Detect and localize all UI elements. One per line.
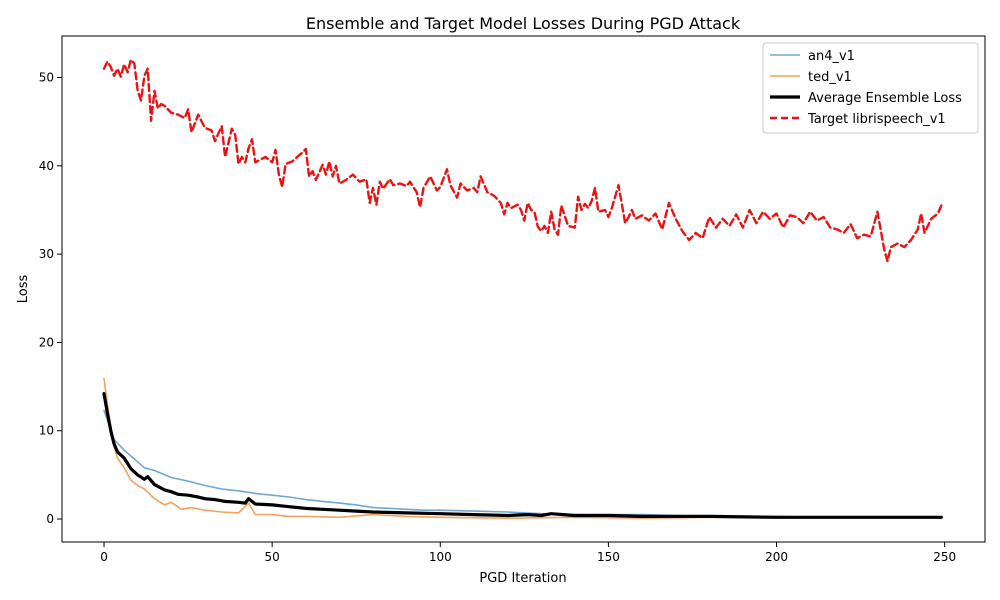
series-line-3 [102,392,943,519]
y-tick-label: 50 [39,71,54,85]
axes-frame [61,35,986,543]
x-tick-label: 100 [429,550,452,564]
legend-label: ted_v1 [808,70,852,85]
legend-label: an4_v1 [808,49,855,64]
x-tick-label: 200 [765,550,788,564]
x-axis-label: PGD Iteration [479,571,566,586]
y-axis-ticks: 0 10 20 30 40 50 [39,71,62,526]
y-tick-label: 40 [39,159,54,173]
x-tick-label: 250 [933,550,956,564]
series-line-2 [103,377,943,519]
x-axis-ticks: 0 50 100 150 200 250 [100,542,956,564]
legend: an4_v1 ted_v1 Average Ensemble Loss Target … [762,42,979,134]
legend-label: Average Ensemble Loss [808,91,962,106]
series-line-4 [102,58,943,263]
y-tick-label: 20 [39,335,54,349]
legend-label: Target librispeech_v1 [807,112,946,127]
chart-title: Ensemble and Target Model Losses During … [306,14,741,33]
x-tick-label: 150 [597,550,620,564]
y-tick-label: 0 [46,512,54,526]
x-tick-label: 0 [100,550,108,564]
y-tick-label: 10 [39,424,54,438]
plot-lines [102,58,943,519]
y-tick-label: 30 [39,247,54,261]
legend-box [762,42,979,134]
x-tick-label: 50 [265,550,280,564]
y-axis-label: Loss [16,275,31,304]
